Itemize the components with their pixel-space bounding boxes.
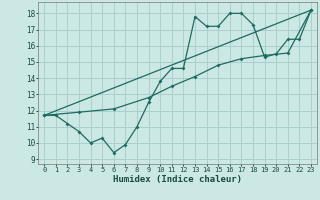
X-axis label: Humidex (Indice chaleur): Humidex (Indice chaleur) <box>113 175 242 184</box>
